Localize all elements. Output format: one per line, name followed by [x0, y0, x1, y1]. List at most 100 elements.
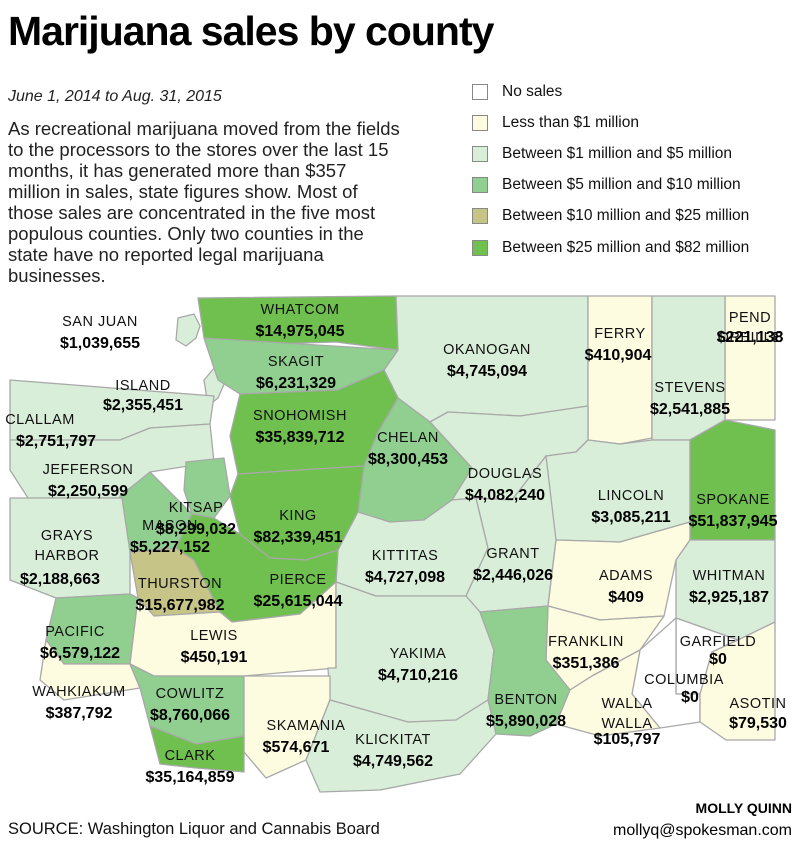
county-name-chelan: CHELAN — [377, 430, 439, 446]
legend-label: Less than $1 million — [502, 113, 639, 131]
county-name-mason: MASON — [142, 518, 198, 534]
county-walla-walla — [555, 649, 661, 737]
legend-item-no-sales: No sales — [472, 76, 749, 107]
county-name-walla-walla-2: WALLA — [601, 716, 652, 732]
county-value-asotin: $79,530 — [729, 715, 787, 732]
county-value-franklin: $351,386 — [553, 655, 620, 672]
county-name-wahkiakum: WAHKIAKUM — [32, 684, 125, 700]
county-name-whitman: WHITMAN — [693, 568, 766, 584]
county-value-san-juan: $1,039,655 — [60, 335, 140, 352]
county-name-benton: BENTON — [494, 692, 557, 708]
county-name-skagit: SKAGIT — [268, 354, 324, 370]
county-value-whitman: $2,925,187 — [689, 589, 769, 606]
county-name-snohomish: SNOHOMISH — [253, 408, 347, 424]
county-value-clark: $35,164,859 — [146, 769, 235, 786]
county-name-douglas: DOUGLAS — [468, 466, 542, 482]
county-name-grays-harbor-2: HARBOR — [34, 548, 99, 564]
county-value-klickitat: $4,749,562 — [353, 753, 433, 770]
county-value-lincoln: $3,085,211 — [591, 509, 670, 526]
county-stevens — [651, 295, 726, 441]
county-cowlitz — [129, 663, 245, 745]
legend-label: Between $25 million and $82 million — [502, 238, 750, 256]
county-name-kitsap: KITSAP — [169, 500, 224, 516]
county-value-pierce: $25,615,044 — [254, 593, 343, 610]
county-name-lincoln: LINCOLN — [598, 488, 664, 504]
county-name-thurston: THURSTON — [138, 576, 222, 592]
county-jefferson — [9, 423, 215, 499]
county-value-walla-walla: $105,797 — [594, 731, 661, 748]
county-value-yakima: $4,710,216 — [378, 667, 458, 684]
county-ferry — [587, 295, 653, 445]
author-email: mollyq@spokesman.com — [613, 822, 792, 839]
legend-swatch — [472, 208, 488, 225]
county-value-skagit: $6,231,329 — [256, 375, 336, 392]
source-line: SOURCE: Washington Liquor and Cannabis B… — [8, 820, 380, 839]
legend-item-25m-82m: Between $25 million and $82 million — [472, 232, 749, 263]
county-value-douglas: $4,082,240 — [465, 487, 545, 504]
county-value-ferry: $410,904 — [585, 347, 652, 364]
county-name-okanogan: OKANOGAN — [443, 342, 531, 358]
legend-swatch — [472, 114, 488, 131]
county-value-benton: $5,890,028 — [486, 713, 566, 730]
legend-item-under-1m: Less than $1 million — [472, 107, 749, 138]
county-name-clark: CLARK — [165, 748, 216, 764]
county-value-garfield: $0 — [709, 651, 727, 668]
legend-item-1m-5m: Between $1 million and $5 million — [472, 138, 749, 169]
legend-label: Between $5 million and $10 million — [502, 176, 741, 194]
county-okanogan — [383, 295, 589, 423]
county-value-thurston: $15,677,982 — [136, 597, 225, 614]
county-name-stevens: STEVENS — [654, 380, 725, 396]
county-name-kittitas: KITTITAS — [372, 548, 439, 564]
intro-text: As recreational marijuana moved from the… — [8, 118, 400, 286]
legend-swatch — [472, 239, 488, 256]
county-name-garfield: GARFIELD — [680, 634, 757, 650]
county-name-island: ISLAND — [115, 378, 170, 394]
county-name-grays-harbor-1: GRAYS — [41, 528, 93, 544]
source-text: Washington Liquor and Cannabis Board — [87, 820, 380, 838]
legend-swatch — [472, 145, 488, 162]
legend-item-10m-25m: Between $10 million and $25 million — [472, 201, 749, 232]
county-value-kitsap: $8,299,032 — [156, 521, 236, 538]
county-value-columbia: $0 — [681, 689, 699, 706]
county-value-grant: $2,446,026 — [473, 567, 553, 584]
county-value-mason: $5,227,152 — [130, 539, 210, 556]
county-name-franklin: FRANKLIN — [548, 634, 624, 650]
county-value-chelan: $8,300,453 — [368, 451, 448, 468]
county-value-island: $2,355,451 — [103, 397, 183, 414]
county-name-yakima: YAKIMA — [390, 646, 447, 662]
legend-swatch — [472, 83, 488, 100]
county-value-jefferson: $2,250,599 — [48, 483, 128, 500]
county-value-cowlitz: $8,760,066 — [150, 707, 230, 724]
county-name-pierce: PIERCE — [270, 572, 327, 588]
legend-label: Between $1 million and $5 million — [502, 144, 733, 162]
county-benton — [479, 605, 571, 737]
county-name-lewis: LEWIS — [190, 628, 238, 644]
county-value-clallam: $2,751,797 — [16, 433, 96, 450]
county-value-adams: $409 — [608, 589, 644, 606]
county-name-klickitat: KLICKITAT — [355, 732, 431, 748]
county-value-spokane: $51,837,945 — [689, 513, 778, 530]
county-value-snohomish: $35,839,712 — [256, 429, 345, 446]
county-asotin — [699, 621, 776, 741]
county-name-king: KING — [279, 508, 316, 524]
legend-item-5m-10m: Between $5 million and $10 million — [472, 170, 749, 201]
county-value-whatcom: $14,975,045 — [256, 323, 345, 340]
county-value-pacific: $6,579,122 — [40, 645, 120, 662]
county-name-walla-walla-1: WALLA — [601, 696, 652, 712]
county-clark — [149, 725, 245, 773]
legend: No sales Less than $1 million Between $1… — [472, 76, 749, 263]
county-name-asotin: ASOTIN — [730, 696, 787, 712]
county-name-jefferson: JEFFERSON — [43, 462, 134, 478]
county-name-pacific: PACIFIC — [45, 624, 105, 640]
date-range: June 1, 2014 to Aug. 31, 2015 — [8, 88, 222, 105]
county-value-okanogan: $4,745,094 — [447, 363, 527, 380]
county-name-grant: GRANT — [486, 546, 539, 562]
county-name-columbia: COLUMBIA — [644, 672, 724, 688]
county-name-pend-oreille-1: PEND — [729, 310, 771, 326]
legend-label: No sales — [502, 82, 563, 100]
county-klickitat — [305, 699, 497, 793]
author-name: MOLLY QUINN — [695, 800, 792, 816]
county-name-san-juan: SAN JUAN — [62, 314, 138, 330]
legend-label: Between $10 million and $25 million — [502, 207, 750, 225]
